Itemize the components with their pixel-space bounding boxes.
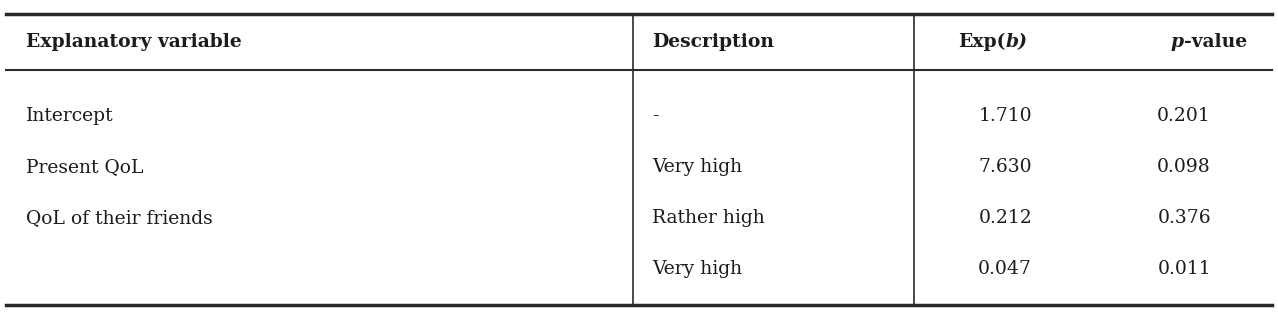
Text: 1.710: 1.710: [979, 107, 1031, 125]
Text: Rather high: Rather high: [652, 209, 764, 227]
Text: Explanatory variable: Explanatory variable: [26, 33, 242, 51]
Text: 0.011: 0.011: [1158, 260, 1210, 278]
Text: 0.047: 0.047: [978, 260, 1033, 278]
Text: Intercept: Intercept: [26, 107, 114, 125]
Text: b): b): [1005, 33, 1028, 51]
Text: -: -: [652, 107, 658, 125]
Text: Very high: Very high: [652, 158, 743, 176]
Text: p: p: [1171, 33, 1183, 51]
Text: QoL of their friends: QoL of their friends: [26, 209, 212, 227]
Text: 0.376: 0.376: [1158, 209, 1210, 227]
Text: 0.212: 0.212: [978, 209, 1033, 227]
Text: 0.201: 0.201: [1157, 107, 1212, 125]
Text: 7.630: 7.630: [979, 158, 1031, 176]
Text: Exp(: Exp(: [957, 33, 1005, 51]
Text: -value: -value: [1183, 33, 1247, 51]
Text: Very high: Very high: [652, 260, 743, 278]
Text: Description: Description: [652, 33, 773, 51]
Text: Present QoL: Present QoL: [26, 158, 143, 176]
Text: 0.098: 0.098: [1157, 158, 1212, 176]
